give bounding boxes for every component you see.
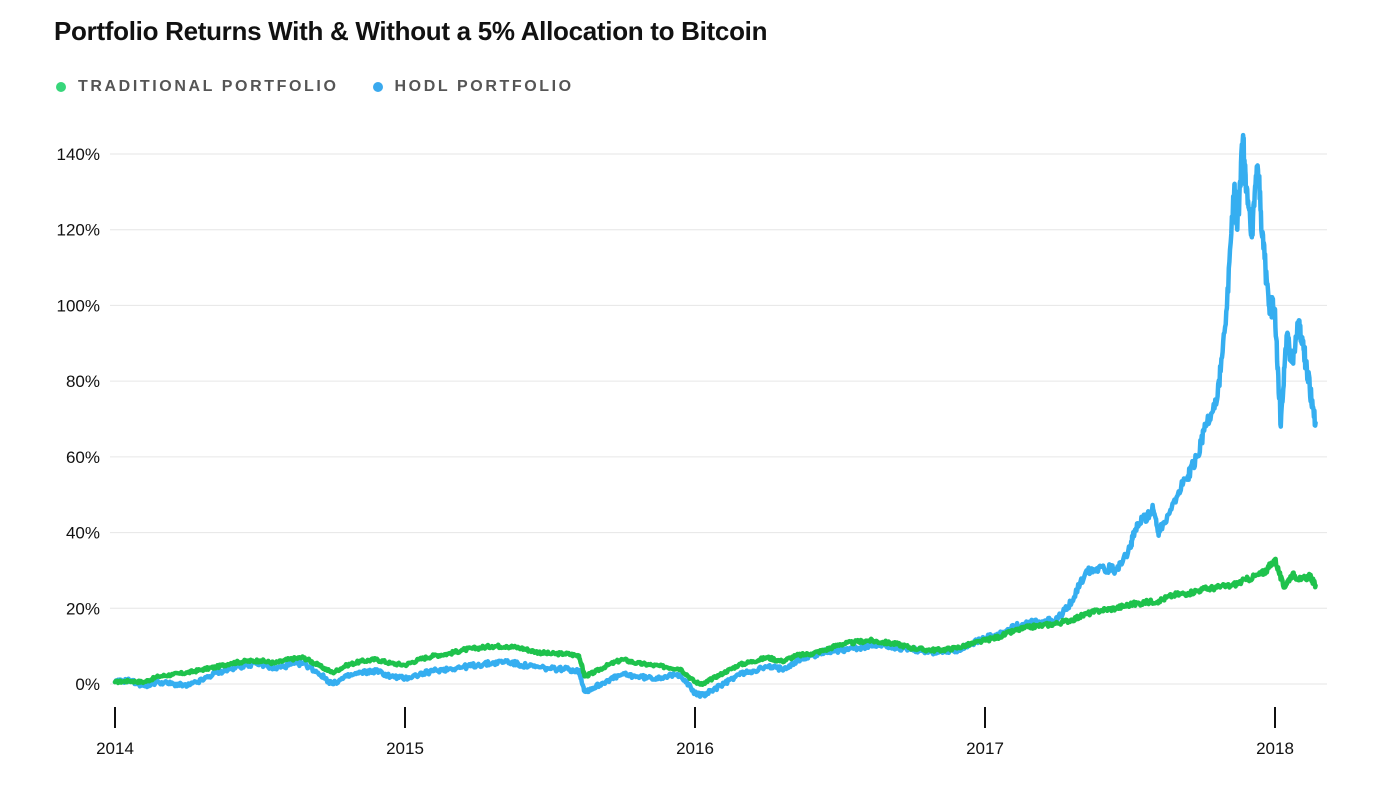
legend-label-hodl: HODL PORTFOLIO [394, 78, 574, 95]
x-tick-label: 2014 [96, 739, 134, 758]
y-tick-label: 20% [66, 599, 100, 618]
series-line-traditional [112, 556, 1318, 687]
y-tick-label: 120% [57, 221, 100, 240]
x-tick-label: 2017 [966, 739, 1004, 758]
series-lines [112, 132, 1318, 699]
legend-label-traditional: TRADITIONAL PORTFOLIO [78, 78, 339, 95]
y-tick-label: 140% [57, 145, 100, 164]
y-tick-label: 100% [57, 296, 100, 315]
legend-item-hodl: HODL PORTFOLIO [372, 78, 574, 96]
legend: TRADITIONAL PORTFOLIO HODL PORTFOLIO [56, 78, 574, 96]
x-tick-label: 2015 [386, 739, 424, 758]
x-axis-ticks: 2014 2015 2016 2017 2018 [96, 707, 1294, 758]
y-tick-label: 80% [66, 372, 100, 391]
gridlines [110, 153, 1327, 685]
legend-item-traditional: TRADITIONAL PORTFOLIO [56, 78, 339, 96]
y-tick-label: 60% [66, 448, 100, 467]
x-tick-label: 2016 [676, 739, 714, 758]
series-line-hodl [112, 132, 1318, 699]
x-tick-label: 2018 [1256, 739, 1294, 758]
legend-dot-hodl [372, 82, 383, 92]
y-tick-label: 40% [66, 524, 100, 543]
y-tick-label: 0% [75, 675, 100, 694]
y-axis-ticks: 0% 20% 40% 60% 80% 100% 120% 140% [57, 145, 100, 694]
legend-dot-traditional [56, 82, 66, 92]
chart-title: Portfolio Returns With & Without a 5% Al… [54, 16, 768, 46]
